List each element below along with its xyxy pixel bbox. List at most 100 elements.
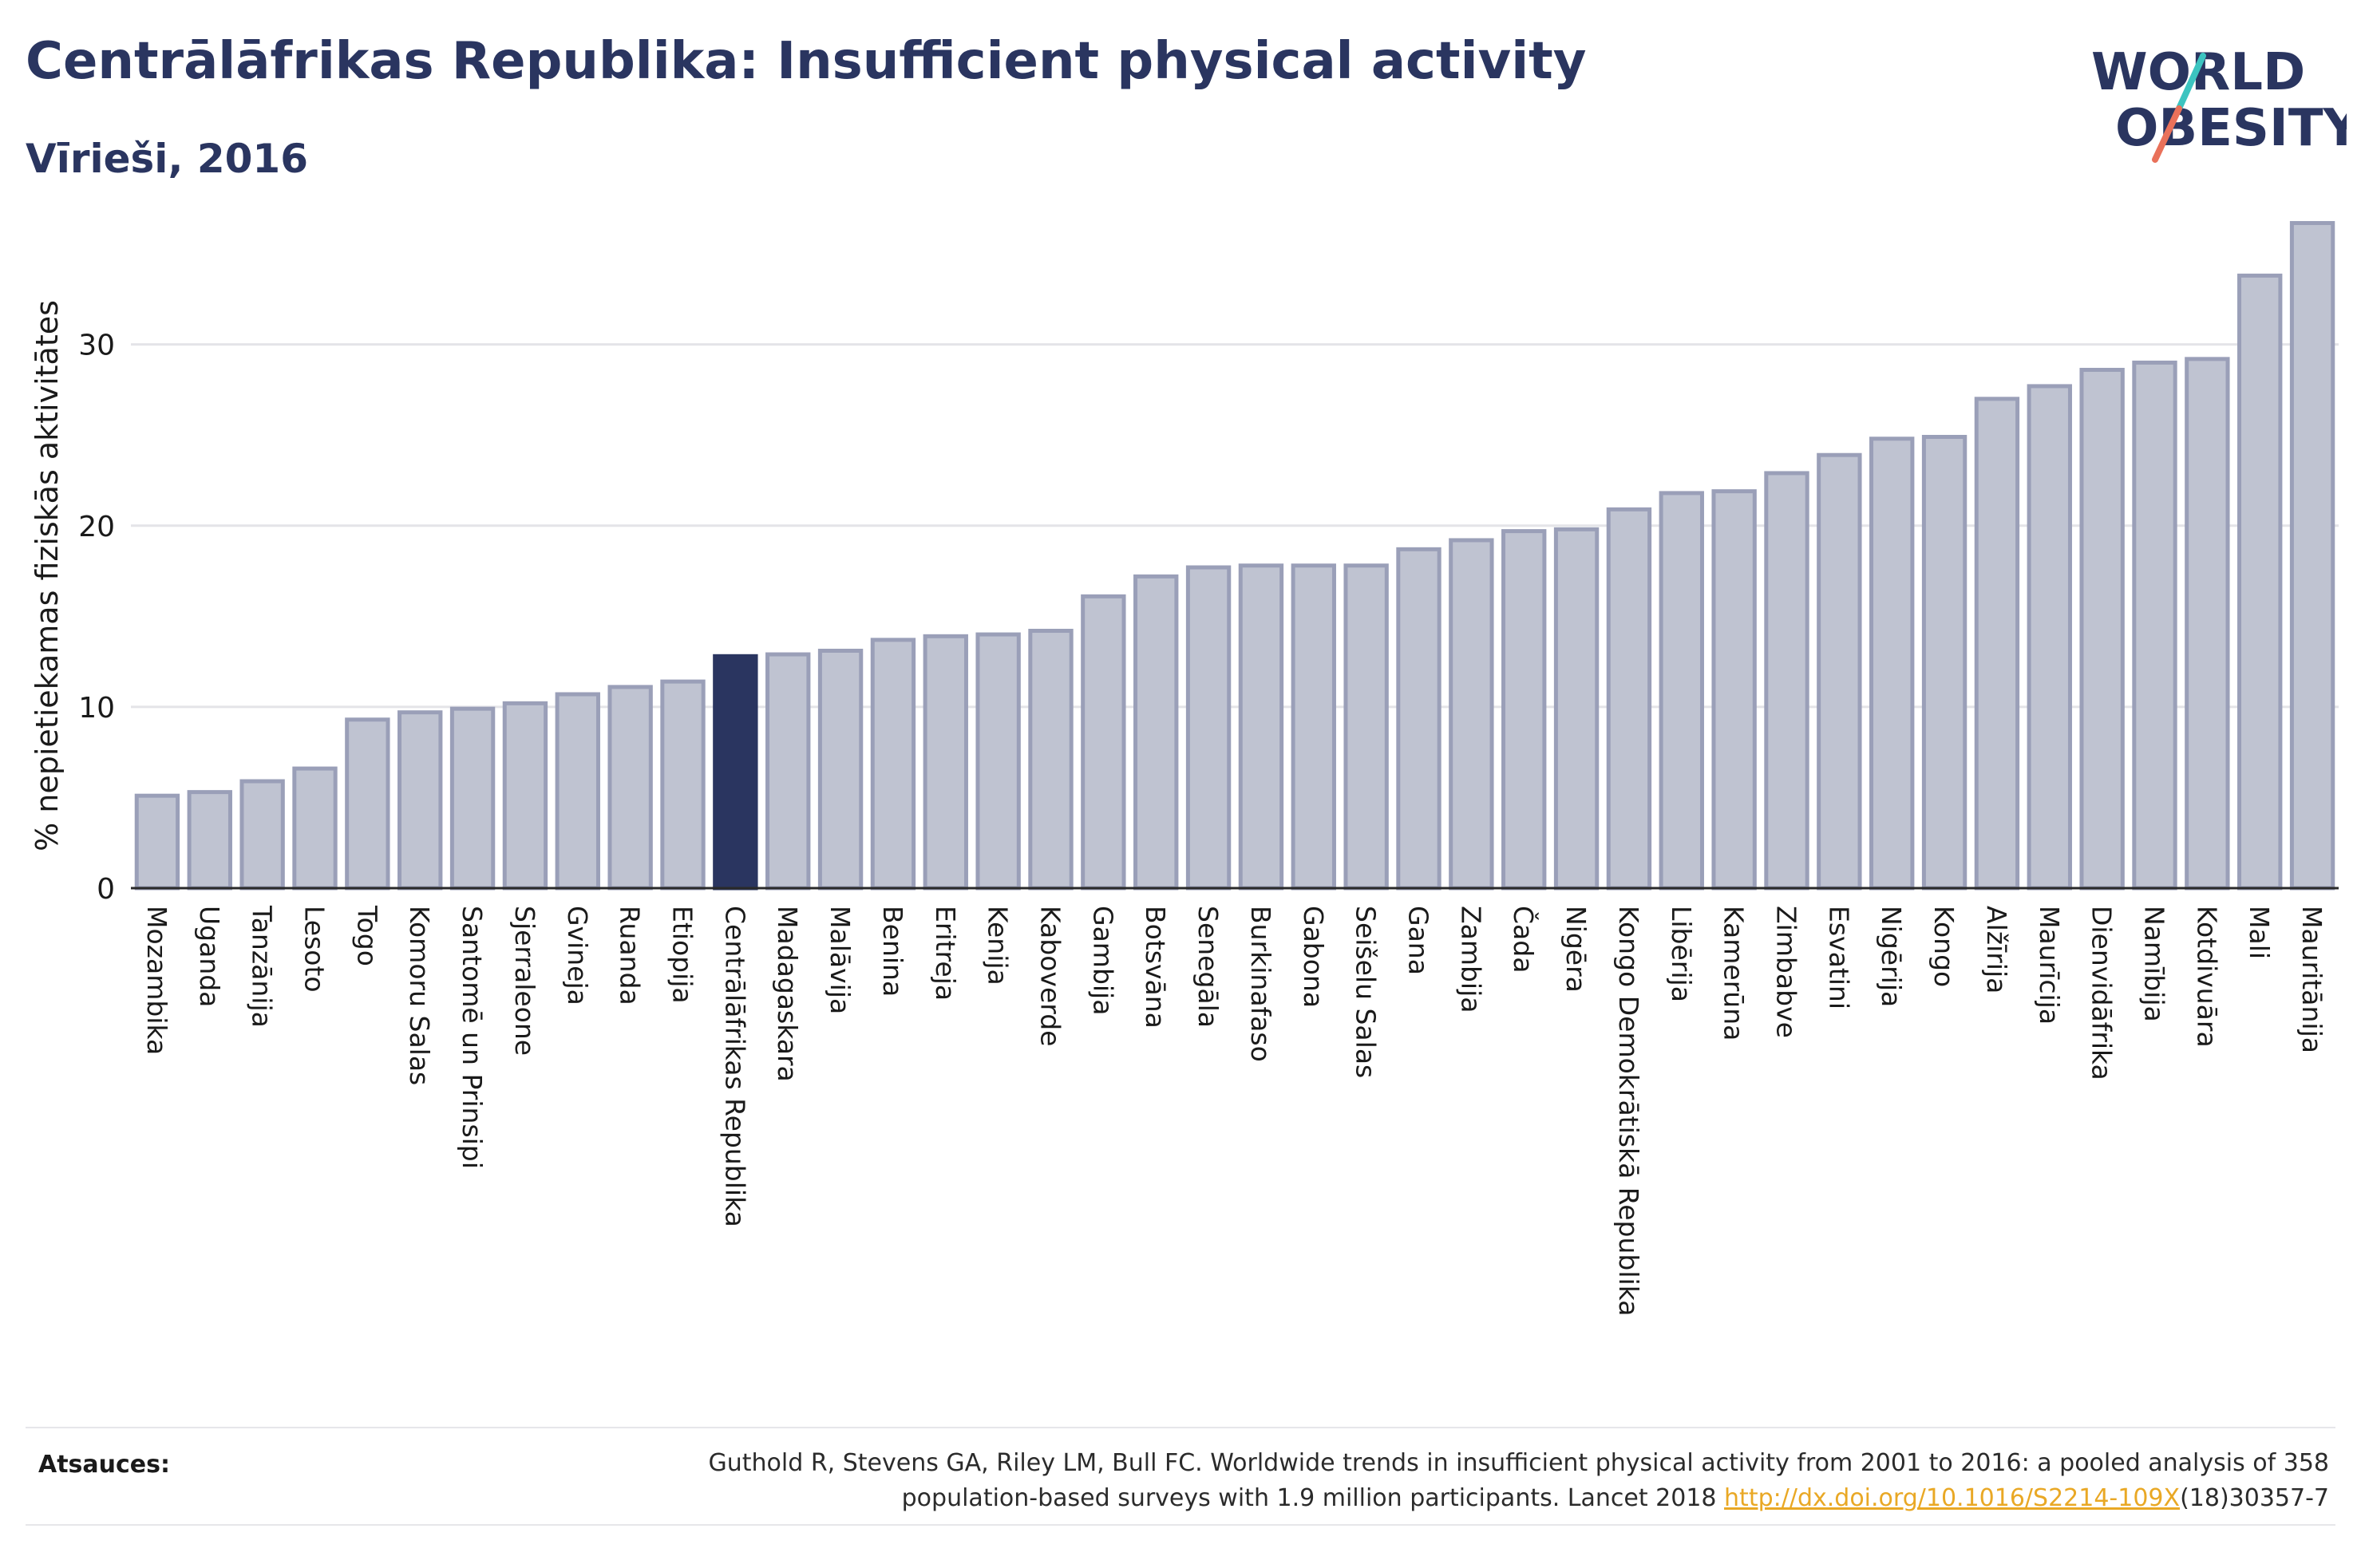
source-label: Atsauces: [38, 1451, 170, 1479]
x-tick-label: Gvineja [562, 906, 593, 1005]
bar [975, 632, 1021, 891]
logo-slash-bottom [2152, 105, 2182, 163]
x-tick-label: Mauritānija [2296, 906, 2327, 1053]
source-divider-bottom [26, 1524, 2335, 1526]
x-tick-label: Kenija [983, 906, 1014, 985]
x-tick-label: Kamerūna [1718, 906, 1750, 1041]
y-axis-label: % nepietiekamas fiziskās aktivitātes [30, 300, 65, 851]
y-tick-label: 30 [78, 330, 115, 362]
bar [1606, 507, 1652, 891]
x-tick-label: Centrālāfrikas Republika [719, 906, 750, 1227]
x-tick-label: Ruanda [615, 906, 646, 1005]
x-tick-label: Senegāla [1192, 906, 1224, 1028]
x-tick-label: Madagaskara [772, 906, 803, 1082]
x-tick-label: Mali [2244, 906, 2275, 959]
x-tick-label: Botsvāna [1140, 906, 1171, 1029]
page-title: Centrālāfrikas Republika: Insufficient p… [26, 32, 1587, 91]
x-tick-label: Burkinafaso [1245, 906, 1276, 1062]
bar [187, 790, 232, 891]
x-tick-label: Komoru Salas [404, 906, 435, 1085]
x-tick-label: Kotdivuāra [2191, 906, 2222, 1048]
x-tick-label: Čada [1508, 906, 1540, 973]
y-tick-label: 20 [78, 511, 115, 543]
bar [1028, 629, 1074, 891]
bar [2289, 221, 2335, 891]
x-tick-label: Sjerraleone [509, 906, 540, 1056]
logo-word-obesity: OBESITY [2115, 99, 2347, 158]
bar [397, 710, 443, 891]
y-tick-label: 0 [97, 873, 115, 906]
bar [1081, 594, 1126, 891]
x-tick-label: Malāvija [825, 906, 856, 1014]
x-tick-label: Libērija [1666, 906, 1697, 1002]
bar [1238, 563, 1284, 891]
x-tick-label: Santomē un Prinsipi [457, 906, 488, 1169]
bar [1291, 563, 1336, 891]
bar [1343, 563, 1389, 891]
bar [555, 692, 600, 891]
bar [1817, 452, 1862, 891]
source-line-2-prefix: population-based surveys with 1.9 millio… [901, 1484, 1725, 1512]
x-tick-label: Mozambika [141, 906, 172, 1055]
bar [1869, 436, 1915, 891]
bar [239, 779, 285, 891]
x-tick-label: Maurīcija [2034, 906, 2065, 1025]
bar [1921, 435, 1968, 891]
source-divider-top [26, 1427, 2335, 1428]
bar [2185, 357, 2230, 891]
x-tick-label: Zambija [1455, 906, 1486, 1013]
bar-chart: 0 10 20 30 % nepietiekamas fiziskās aktivitā… [30, 221, 2339, 1316]
x-tick-label: Esvatini [1823, 906, 1854, 1009]
world-obesity-logo: WORLD OBESITY [2091, 43, 2347, 163]
x-tick-label: Gambija [1087, 906, 1118, 1015]
x-tick-label: Etiopija [667, 906, 698, 1004]
bar [765, 652, 811, 891]
bar [292, 766, 338, 891]
logo-slash-top [2176, 53, 2206, 112]
bar [502, 701, 548, 891]
x-tick-label: Togo [351, 905, 382, 966]
x-tick-label: Tanzānija [247, 905, 278, 1028]
x-tick-label: Uganda [194, 906, 225, 1007]
bar [713, 654, 758, 891]
x-tick-label: Kongo [1928, 906, 1960, 987]
bar [1764, 471, 1809, 891]
x-tick-label: Gana [1403, 906, 1434, 975]
x-tick-label: Zimbabve [1771, 906, 1802, 1038]
bar [1711, 489, 1757, 891]
bar [1396, 547, 1442, 891]
x-tick-label: Dienvidāfrika [2086, 906, 2118, 1080]
x-tick-label: Alžīrija [1981, 906, 2012, 993]
source-doi-link[interactable]: http://dx.doi.org/10.1016/S2214-109X [1724, 1484, 2181, 1512]
x-tick-label: Nigērija [1876, 906, 1907, 1007]
bar [345, 717, 390, 891]
source-citation: Guthold R, Stevens GA, Riley LM, Bull FC… [493, 1446, 2329, 1516]
y-tick-label: 10 [78, 692, 115, 725]
bar [2237, 273, 2283, 891]
bar [1185, 565, 1232, 891]
x-tick-label: Benina [877, 906, 908, 997]
bar [1133, 574, 1179, 891]
bar [1449, 538, 1494, 891]
x-tick-label: Lesoto [299, 906, 330, 993]
page-subtitle: Vīrieši, 2016 [26, 136, 309, 182]
bar [1501, 529, 1547, 891]
bar [1553, 527, 1600, 891]
bar [817, 648, 864, 891]
x-tick-label: Eritreja [930, 906, 961, 1001]
bar [870, 638, 916, 891]
bar [134, 793, 180, 891]
bar [2027, 384, 2072, 891]
bar [660, 679, 706, 891]
x-tick-label: Seišelu Salas [1351, 906, 1382, 1078]
bar [1974, 397, 2020, 891]
bar [923, 634, 968, 891]
x-tick-label: Kongo Demokrātiskā Republika [1613, 906, 1644, 1316]
x-tick-label: Namībija [2139, 906, 2170, 1022]
bar [1659, 491, 1704, 891]
x-tick-label: Kaboverde [1035, 906, 1066, 1047]
source-line-1: Guthold R, Stevens GA, Riley LM, Bull FC… [708, 1449, 2329, 1477]
bar [449, 706, 496, 891]
bar [2079, 367, 2125, 891]
x-tick-label: Gabona [1298, 906, 1329, 1008]
